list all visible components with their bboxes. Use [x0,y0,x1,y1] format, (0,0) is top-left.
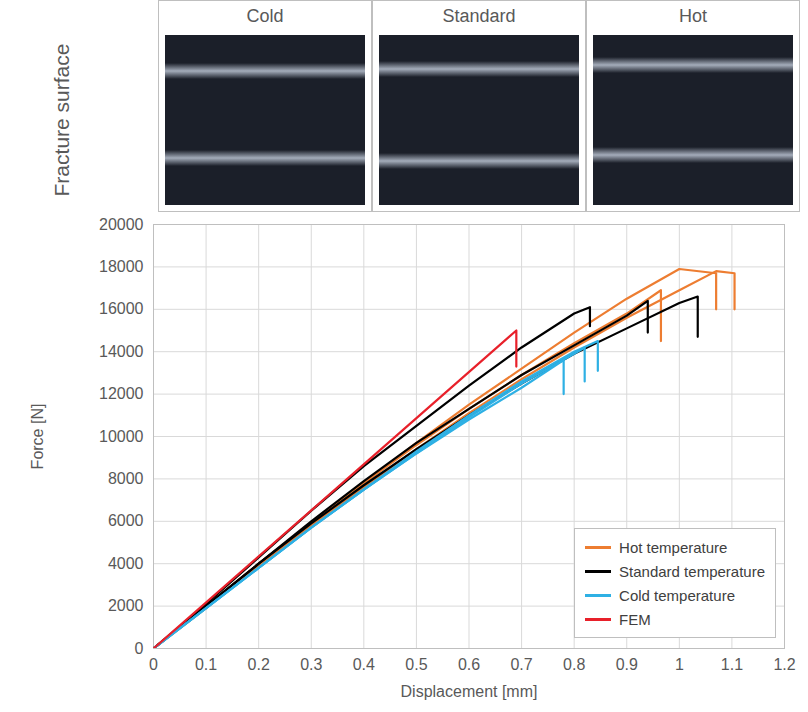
svg-text:0: 0 [149,656,158,673]
svg-text:0: 0 [135,640,144,657]
svg-text:10000: 10000 [99,428,144,445]
svg-text:18000: 18000 [99,258,144,275]
html-text:Standard: Standard [442,6,516,26]
html-text:Standard temperature: Standard temperature [619,562,765,580]
svg-text:1.2: 1.2 [773,656,795,673]
svg-text:8000: 8000 [108,470,144,487]
svg-text:2000: 2000 [108,597,144,614]
svg-text:Displacement [mm]: Displacement [mm] [401,683,538,700]
svg-text:6000: 6000 [108,512,144,529]
svg-text:0.7: 0.7 [510,656,532,673]
svg-text:0.8: 0.8 [563,656,585,673]
svg-text:0.2: 0.2 [248,656,270,673]
html-text:Hot temperature: Hot temperature [619,538,728,556]
html-text:Cold temperature: Cold temperature [619,586,735,604]
svg-text:0.9: 0.9 [616,656,638,673]
svg-text:16000: 16000 [99,300,144,317]
svg-text:1: 1 [675,656,684,673]
svg-text:0.1: 0.1 [195,656,217,673]
html-text:Fracture surface: Fracture surface [50,43,73,197]
svg-text:0.4: 0.4 [353,656,375,673]
svg-text:14000: 14000 [99,343,144,360]
svg-text:0.3: 0.3 [300,656,322,673]
svg-text:1.1: 1.1 [721,656,743,673]
svg-text:0.5: 0.5 [405,656,427,673]
html-text:Cold: Cold [246,6,284,26]
svg-text:12000: 12000 [99,385,144,402]
html-text:Hot: Hot [679,6,707,26]
html-text:FEM: FEM [619,610,651,628]
svg-text:4000: 4000 [108,555,144,572]
svg-text:Force [N]: Force [N] [29,404,46,470]
svg-text:20000: 20000 [99,216,144,233]
svg-text:0.6: 0.6 [458,656,480,673]
